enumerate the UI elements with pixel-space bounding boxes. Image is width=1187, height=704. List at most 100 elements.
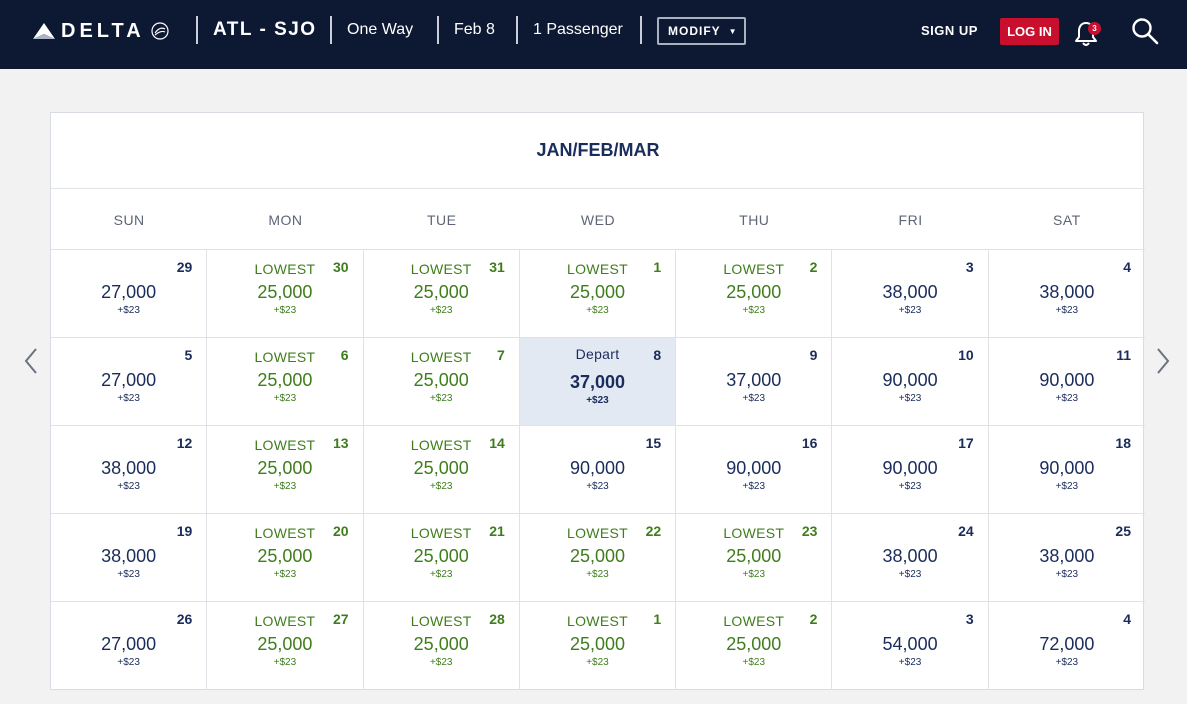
day-cell[interactable]: 5 27,000 +$23: [51, 338, 208, 426]
day-number: 25: [1115, 523, 1131, 539]
day-cell[interactable]: 26 27,000 +$23: [51, 602, 208, 690]
day-cell[interactable]: LOWEST 23 25,000 +$23: [676, 514, 833, 602]
miles-price: 38,000: [1039, 546, 1095, 566]
day-cell[interactable]: LOWEST 22 25,000 +$23: [519, 514, 677, 602]
brand-name: DELTA: [61, 19, 145, 42]
day-cell[interactable]: LOWEST 20 25,000 +$23: [207, 514, 364, 602]
skyteam-seal-icon: [151, 22, 169, 40]
miles-price: 25,000: [413, 370, 469, 390]
tax-amount: +$23: [898, 657, 922, 668]
day-number: 23: [801, 523, 818, 539]
day-cell[interactable]: 24 38,000 +$23: [832, 514, 989, 602]
day-cell[interactable]: LOWEST 13 25,000 +$23: [207, 426, 364, 514]
tax-amount: +$23: [117, 481, 140, 492]
day-cell[interactable]: 3 54,000 +$23: [832, 602, 989, 690]
modify-search-button[interactable]: MODIFY ▼: [657, 17, 746, 45]
delta-logo[interactable]: DELTA: [33, 19, 169, 43]
day-number: 16: [801, 435, 818, 451]
day-cell[interactable]: LOWEST 30 25,000 +$23: [207, 250, 364, 338]
day-cell[interactable]: LOWEST 21 25,000 +$23: [363, 514, 520, 602]
tax-amount: +$23: [429, 481, 453, 492]
lowest-fare-label: LOWEST: [254, 261, 316, 277]
day-cell[interactable]: 29 27,000 +$23: [51, 250, 208, 338]
day-cell[interactable]: LOWEST 31 25,000 +$23: [363, 250, 520, 338]
miles-price: 25,000: [257, 370, 313, 390]
day-number: 26: [176, 611, 193, 627]
day-cell[interactable]: LOWEST 27 25,000 +$23: [207, 602, 364, 690]
chevron-left-icon[interactable]: [23, 346, 39, 376]
day-cell[interactable]: 10 90,000 +$23: [832, 338, 989, 426]
miles-price: 25,000: [569, 282, 626, 302]
divider: [640, 16, 642, 44]
tax-amount: +$23: [898, 481, 922, 492]
day-number: 12: [176, 435, 193, 451]
day-cell[interactable]: 4 38,000 +$23: [988, 250, 1145, 338]
tax-amount: +$23: [117, 569, 140, 580]
tax-amount: +$23: [898, 305, 922, 316]
delta-widget-icon: [33, 23, 55, 39]
day-cell[interactable]: LOWEST 7 25,000 +$23: [363, 338, 520, 426]
day-cell[interactable]: LOWEST 14 25,000 +$23: [363, 426, 520, 514]
day-number: 3: [965, 611, 974, 627]
tax-amount: +$23: [586, 395, 609, 406]
weekday-header: FRI: [898, 211, 923, 228]
day-cell[interactable]: 15 90,000 +$23: [519, 426, 677, 514]
tax-amount: +$23: [273, 481, 297, 492]
miles-price: 25,000: [257, 458, 313, 478]
selected-day-cell[interactable]: Depart 8 37,000 +$23: [519, 338, 677, 426]
miles-price: 90,000: [1039, 370, 1095, 390]
tax-amount: +$23: [273, 657, 297, 668]
miles-price: 90,000: [882, 458, 938, 478]
day-cell[interactable]: LOWEST 2 25,000 +$23: [676, 602, 833, 690]
lowest-fare-label: LOWEST: [723, 525, 785, 541]
day-number: 17: [958, 435, 974, 451]
lowest-fare-label: LOWEST: [410, 437, 472, 453]
fare-calendar: JAN/FEB/MAR SUN MON TUE WED THU FRI SAT …: [50, 112, 1145, 690]
day-cell[interactable]: 3 38,000 +$23: [832, 250, 989, 338]
tax-amount: +$23: [117, 305, 140, 316]
tax-amount: +$23: [429, 305, 453, 316]
day-cell[interactable]: 18 90,000 +$23: [988, 426, 1145, 514]
day-cell[interactable]: 9 37,000 +$23: [676, 338, 833, 426]
departure-date-label: Feb 8: [454, 21, 495, 38]
day-number: 8: [653, 347, 662, 363]
tax-amount: +$23: [742, 569, 766, 580]
miles-price: 90,000: [1039, 458, 1095, 478]
miles-price: 38,000: [1039, 282, 1095, 302]
day-cell[interactable]: LOWEST 2 25,000 +$23: [676, 250, 833, 338]
day-cell[interactable]: 25 38,000 +$23: [988, 514, 1145, 602]
modify-label: MODIFY: [668, 24, 721, 38]
log-in-button[interactable]: LOG IN: [1000, 18, 1059, 45]
tax-amount: +$23: [429, 569, 453, 580]
day-cell[interactable]: 17 90,000 +$23: [832, 426, 989, 514]
search-icon[interactable]: [1131, 17, 1159, 45]
divider: [330, 16, 332, 44]
weekday-header: WED: [580, 211, 616, 228]
chevron-right-icon[interactable]: [1155, 346, 1171, 376]
lowest-fare-label: LOWEST: [254, 349, 316, 365]
day-number: 19: [176, 523, 193, 539]
miles-price: 38,000: [101, 546, 157, 566]
day-cell[interactable]: 16 90,000 +$23: [676, 426, 833, 514]
tax-amount: +$23: [429, 657, 453, 668]
sign-up-link[interactable]: SIGN UP: [921, 23, 978, 38]
day-cell[interactable]: LOWEST 6 25,000 +$23: [207, 338, 364, 426]
tax-amount: +$23: [898, 393, 922, 404]
lowest-fare-label: LOWEST: [410, 261, 472, 277]
day-number: 18: [1115, 435, 1131, 451]
lowest-fare-label: LOWEST: [567, 261, 628, 277]
day-cell[interactable]: 19 38,000 +$23: [51, 514, 208, 602]
tax-amount: +$23: [273, 569, 297, 580]
calendar-day-grid: 29 27,000 +$23 LOWEST 30 25,000 +$23 LOWEST 31 25…: [51, 250, 1145, 690]
top-navigation-bar: DELTA ATL - SJO One Way Feb 8 1 Passenge…: [0, 0, 1187, 69]
day-cell[interactable]: LOWEST 28 25,000 +$23: [364, 602, 520, 690]
day-number: 2: [809, 611, 818, 627]
lowest-fare-label: LOWEST: [410, 613, 472, 629]
month-range-title: JAN/FEB/MAR: [51, 113, 1145, 189]
day-cell[interactable]: LOWEST 1 25,000 +$23: [519, 250, 677, 338]
day-cell[interactable]: 11 90,000 +$23: [988, 338, 1145, 426]
day-cell[interactable]: LOWEST 1 25,000 +$23: [520, 602, 677, 690]
day-number: 5: [184, 347, 193, 363]
day-cell[interactable]: 12 38,000 +$23: [51, 426, 208, 514]
day-cell[interactable]: 4 72,000 +$23: [989, 602, 1145, 690]
